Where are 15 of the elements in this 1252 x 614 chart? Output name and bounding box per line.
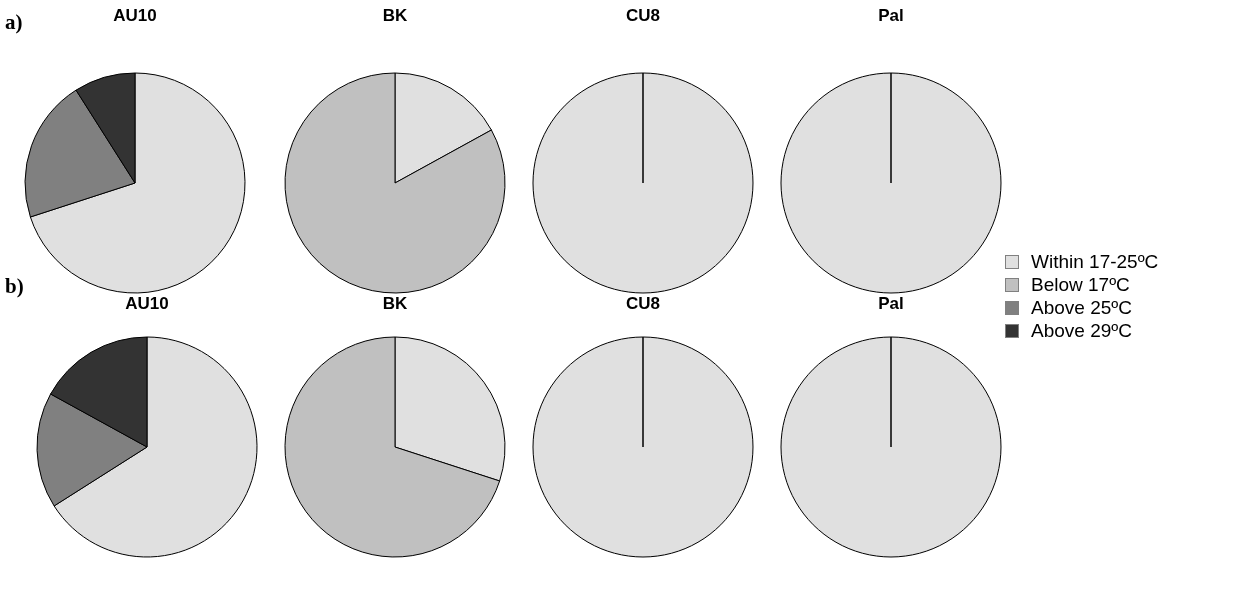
pie-slice — [284, 72, 506, 294]
chart-title: CU8 — [625, 6, 661, 26]
chart-title: CU8 — [625, 294, 661, 314]
legend-label: Above 25ºC — [1031, 296, 1132, 319]
text: a) — [5, 10, 23, 35]
chart-title: AU10 — [113, 6, 157, 25]
chart-title: Pal — [877, 294, 905, 314]
legend-label: Above 29ºC — [1031, 319, 1132, 342]
chart-title: AU10 — [124, 294, 170, 314]
legend-label: Within 17-25ºC — [1031, 250, 1159, 273]
legend-label: Below 17ºC — [1031, 273, 1130, 296]
text: b) — [5, 274, 24, 299]
chart-title: BK — [381, 6, 409, 26]
chart-title: BK — [381, 294, 409, 314]
chart-title: Pal — [877, 6, 905, 26]
